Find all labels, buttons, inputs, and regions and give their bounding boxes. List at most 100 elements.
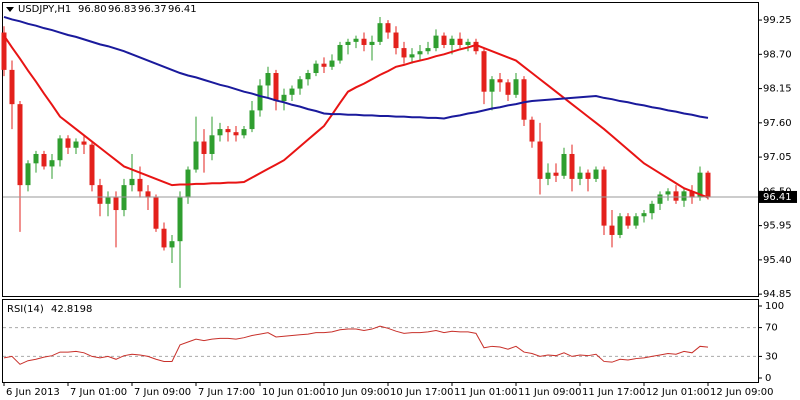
candle-body: [489, 79, 495, 92]
candle-body: [65, 138, 71, 148]
candle-body: [441, 35, 447, 45]
candle-body: [625, 216, 631, 226]
y-tick-label: 70: [765, 323, 778, 334]
candle-body: [361, 38, 367, 45]
candle-body: [705, 172, 711, 197]
x-tick-label: 12 Jun 09:00: [710, 387, 774, 398]
candle-body: [97, 185, 103, 204]
candle-body: [593, 169, 599, 179]
candle-body: [57, 138, 63, 161]
candle-body: [289, 88, 295, 95]
moving-average: [3, 15, 709, 120]
y-tick-label: 97.60: [763, 118, 792, 129]
candle-body: [513, 79, 519, 95]
candle-body: [433, 35, 439, 49]
x-tick-label: 11 Jun 17:00: [582, 387, 646, 398]
candle-body: [17, 104, 23, 186]
candle-body: [537, 141, 543, 179]
candle-body: [457, 38, 463, 45]
candle-body: [321, 63, 327, 67]
ohlc-value: 96.83: [108, 4, 137, 15]
candle-body: [177, 197, 183, 242]
candle-body: [481, 51, 487, 92]
candle-body: [369, 41, 375, 45]
candle-body: [81, 141, 87, 145]
candle-body: [689, 191, 695, 198]
y-tick-label: 95.95: [763, 221, 792, 232]
candle-body: [297, 79, 303, 89]
y-tick-label: 95.40: [763, 255, 792, 266]
candle-body: [561, 153, 567, 176]
candle-body: [409, 54, 415, 58]
candle-body: [193, 141, 199, 170]
x-tick-label: 11 Jun 01:00: [454, 387, 518, 398]
candle-body: [577, 172, 583, 179]
y-tick-label: 100: [765, 301, 784, 312]
ohlc-value: 96.37: [138, 4, 167, 15]
x-tick-label: 11 Jun 09:00: [518, 387, 582, 398]
candle-body: [137, 178, 143, 192]
indicator-title: RSI(14): [7, 304, 44, 315]
candle-body: [425, 48, 431, 52]
indicator-value: 42.8198: [51, 304, 92, 315]
candle-body: [169, 241, 175, 248]
candle-body: [217, 129, 223, 136]
x-tick-label: 7 Jun 17:00: [198, 387, 255, 398]
rsi-line: [3, 325, 709, 365]
candle-body: [41, 153, 47, 167]
candle-body: [281, 94, 287, 102]
price-label: 96.41: [763, 192, 792, 203]
candle-body: [209, 135, 215, 154]
candle-body: [345, 41, 351, 45]
y-tick-label: 97.05: [763, 152, 792, 163]
candle-body: [49, 160, 55, 167]
candle-body: [313, 63, 319, 74]
x-tick-label: 6 Jun 2013: [6, 387, 60, 398]
rsi-panel-frame: [2, 299, 759, 383]
candle-body: [249, 110, 255, 130]
y-tick-label: 99.25: [763, 15, 792, 26]
candle-body: [145, 191, 151, 198]
symbol: USDJPY,H1: [18, 4, 71, 15]
menu-triangle[interactable]: [6, 7, 14, 12]
x-tick-label: 10 Jun 01:00: [262, 387, 326, 398]
candle-body: [105, 197, 111, 204]
candle-body: [473, 41, 479, 52]
price-label-box: [759, 190, 797, 203]
candle-body: [9, 69, 15, 105]
y-tick-label: 98.15: [763, 84, 792, 95]
x-tick-label: 7 Jun 01:00: [70, 387, 127, 398]
candle-body: [73, 141, 79, 148]
candle-body: [385, 23, 391, 33]
candle-body: [545, 172, 551, 179]
candle-body: [393, 32, 399, 49]
candle-body: [633, 216, 639, 226]
candle-body: [129, 178, 135, 186]
header: USDJPY,H1 96.80 96.83 96.37 96.41: [18, 4, 197, 15]
candle-body: [353, 38, 359, 42]
ohlc-value: 96.80: [78, 4, 107, 15]
candle-body: [617, 216, 623, 235]
candle-body: [241, 129, 247, 136]
candle-body: [273, 73, 279, 102]
candle-body: [161, 228, 167, 248]
candle-body: [665, 191, 671, 195]
x-tick-label: 10 Jun 09:00: [326, 387, 390, 398]
candle-body: [153, 197, 159, 229]
candle-body: [505, 82, 511, 95]
candle-body: [657, 194, 663, 204]
candle-body: [89, 144, 95, 186]
candle-body: [377, 23, 383, 42]
candle-body: [673, 191, 679, 201]
candle-body: [521, 79, 527, 120]
candle-body: [569, 153, 575, 179]
candle-body: [337, 44, 343, 61]
candle-body: [681, 191, 687, 201]
candle-body: [225, 129, 231, 133]
candle-body: [233, 132, 239, 136]
main-panel-frame: [2, 2, 759, 297]
candle-body: [113, 197, 119, 211]
candle-body: [1, 32, 7, 70]
